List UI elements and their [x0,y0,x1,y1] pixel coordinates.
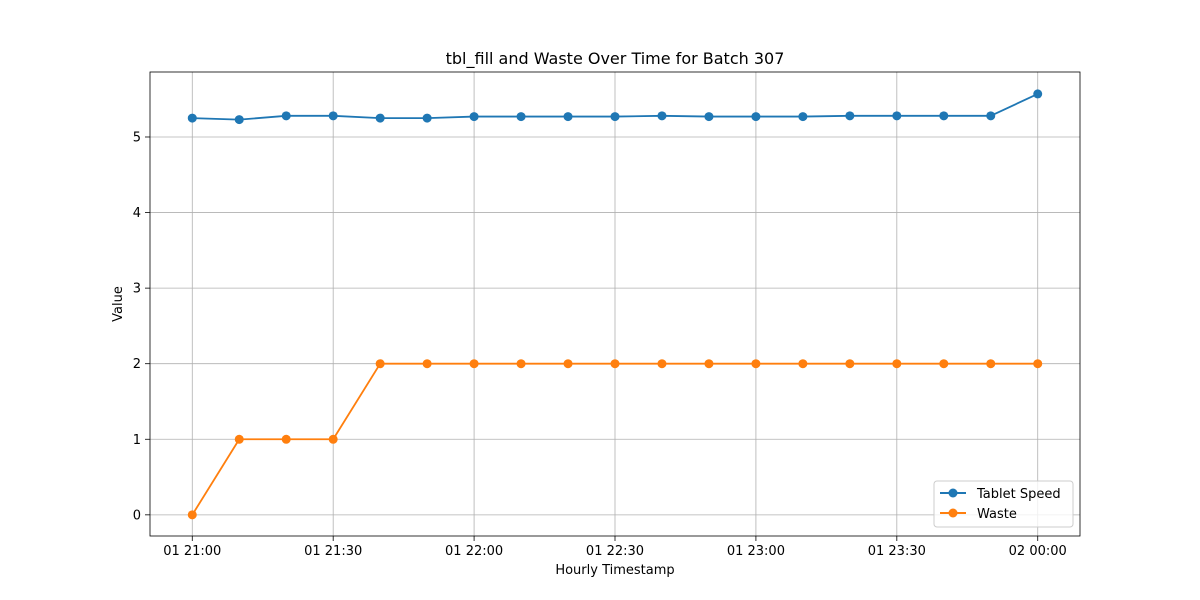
data-point-tablet-speed [657,111,667,121]
x-tick-label: 01 21:30 [304,544,362,559]
data-point-waste [1033,359,1043,369]
data-point-waste [610,359,620,369]
data-point-tablet-speed [892,111,902,121]
data-point-tablet-speed [422,113,432,123]
y-tick-label: 2 [133,357,141,372]
x-tick-label: 01 22:00 [445,544,503,559]
data-point-waste [187,510,197,520]
data-point-tablet-speed [234,115,244,125]
data-point-waste [375,359,385,369]
y-tick-label: 3 [133,282,141,297]
y-tick-label: 4 [133,206,141,221]
x-tick-label: 02 00:00 [1009,544,1067,559]
data-point-waste [986,359,996,369]
data-point-waste [751,359,761,369]
data-point-tablet-speed [1033,89,1043,99]
plot-frame [149,71,1081,537]
data-point-tablet-speed [187,113,197,123]
x-tick-label: 01 23:00 [727,544,785,559]
data-point-tablet-speed [328,111,338,121]
legend: Tablet Speed Waste [933,480,1074,528]
data-point-waste [422,359,432,369]
data-point-tablet-speed [704,112,714,122]
data-point-tablet-speed [845,111,855,121]
data-point-tablet-speed [375,113,385,123]
data-point-waste [469,359,479,369]
data-point-waste [563,359,573,369]
series-layer [187,89,1043,520]
data-point-tablet-speed [986,111,996,121]
data-point-tablet-speed [798,112,808,122]
data-point-tablet-speed [610,112,620,122]
x-tick-label: 01 23:30 [868,544,926,559]
data-point-tablet-speed [563,112,573,122]
x-axis-label: Hourly Timestamp [555,563,674,578]
y-tick-label: 5 [133,130,141,145]
x-tick-label: 01 22:30 [586,544,644,559]
data-point-tablet-speed [281,111,291,121]
data-point-waste [798,359,808,369]
series-tablet-speed [187,89,1043,125]
axes: 01 21:00 01 21:30 01 22:00 01 22:30 01 23:00… [133,71,1081,559]
data-point-tablet-speed [939,111,949,121]
data-point-waste [657,359,667,369]
data-point-waste [328,434,338,444]
data-point-waste [516,359,526,369]
data-point-waste [234,434,244,444]
legend-marker-waste [948,508,958,518]
data-point-tablet-speed [516,112,526,122]
data-point-waste [845,359,855,369]
y-axis-label: Value [111,286,126,322]
data-point-tablet-speed [751,112,761,122]
data-point-waste [892,359,902,369]
data-point-waste [281,434,291,444]
series-waste [187,359,1043,520]
chart-title: tbl_fill and Waste Over Time for Batch 3… [446,49,785,69]
legend-box [933,480,1074,528]
data-point-waste [704,359,714,369]
x-tick-label: 01 21:00 [163,544,221,559]
legend-label-waste: Waste [977,507,1017,522]
legend-label-tablet-speed: Tablet Speed [976,487,1061,502]
y-tick-label: 0 [133,508,141,523]
y-tick-label: 1 [133,433,141,448]
data-point-tablet-speed [469,112,479,122]
legend-marker-tablet-speed [948,488,958,498]
data-point-waste [939,359,949,369]
